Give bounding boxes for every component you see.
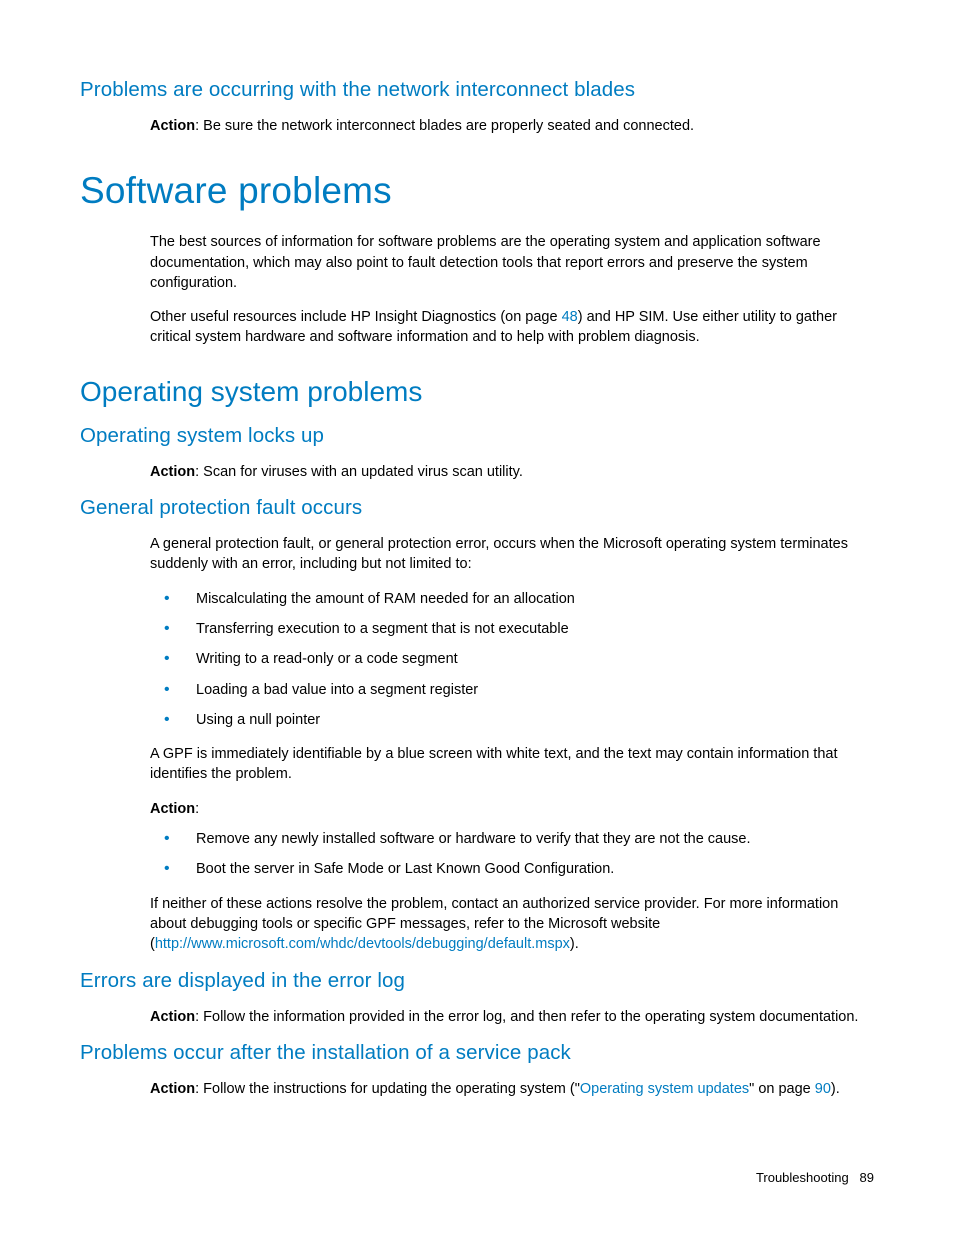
gpf-tail: If neither of these actions resolve the … [150, 894, 874, 955]
text: ). [570, 936, 579, 952]
page-footer: Troubleshooting 89 [756, 1170, 874, 1185]
network-blades-action: Action: Be sure the network interconnect… [150, 116, 874, 136]
heading-gpf: General protection fault occurs [80, 496, 874, 520]
heading-error-log: Errors are displayed in the error log [80, 969, 874, 993]
text: " on page [749, 1081, 815, 1097]
heading-os-locks: Operating system locks up [80, 424, 874, 448]
list-item: Using a null pointer [150, 710, 874, 730]
heading-os-problems: Operating system problems [80, 376, 874, 408]
text: : Follow the instructions for updating t… [195, 1081, 580, 1097]
os-locks-action: Action: Scan for viruses with an updated… [150, 462, 874, 482]
software-para1: The best sources of information for soft… [150, 232, 874, 293]
colon: : [195, 801, 199, 817]
microsoft-link[interactable]: http://www.microsoft.com/whdc/devtools/d… [155, 936, 570, 952]
action-label: Action [150, 464, 195, 480]
action-label: Action [150, 118, 195, 134]
error-log-action: Action: Follow the information provided … [150, 1007, 874, 1027]
os-updates-link[interactable]: Operating system updates [580, 1081, 749, 1097]
heading-software-problems: Software problems [80, 170, 874, 212]
list-item: Transferring execution to a segment that… [150, 619, 874, 639]
heading-service-pack: Problems occur after the installation of… [80, 1041, 874, 1065]
list-item: Boot the server in Safe Mode or Last Kno… [150, 859, 874, 879]
action-text: : Be sure the network interconnect blade… [195, 118, 694, 134]
page-link-48[interactable]: 48 [562, 309, 578, 325]
footer-page-number: 89 [860, 1170, 874, 1185]
list-item: Loading a bad value into a segment regis… [150, 680, 874, 700]
gpf-mid: A GPF is immediately identifiable by a b… [150, 744, 874, 785]
action-label: Action [150, 1081, 195, 1097]
service-pack-action: Action: Follow the instructions for upda… [150, 1079, 874, 1099]
gpf-bullets-a: Miscalculating the amount of RAM needed … [150, 589, 874, 730]
list-item: Miscalculating the amount of RAM needed … [150, 589, 874, 609]
page-link-90[interactable]: 90 [815, 1081, 831, 1097]
action-label: Action [150, 801, 195, 817]
text: ). [831, 1081, 840, 1097]
gpf-bullets-b: Remove any newly installed software or h… [150, 829, 874, 880]
action-label: Action [150, 1009, 195, 1025]
heading-network-blades: Problems are occurring with the network … [80, 78, 874, 102]
footer-section: Troubleshooting [756, 1170, 849, 1185]
text: Other useful resources include HP Insigh… [150, 309, 562, 325]
gpf-intro: A general protection fault, or general p… [150, 534, 874, 575]
action-text: : Scan for viruses with an updated virus… [195, 464, 523, 480]
software-para2: Other useful resources include HP Insigh… [150, 307, 874, 348]
list-item: Remove any newly installed software or h… [150, 829, 874, 849]
list-item: Writing to a read-only or a code segment [150, 649, 874, 669]
action-text: : Follow the information provided in the… [195, 1009, 858, 1025]
gpf-action-label-line: Action: [150, 799, 874, 819]
